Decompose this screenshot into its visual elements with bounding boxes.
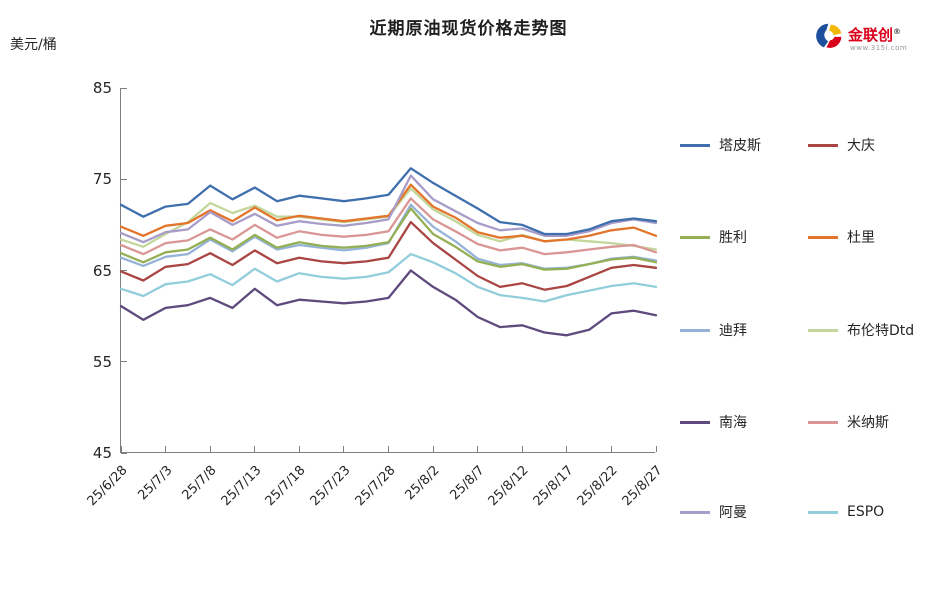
jlc-logo-text: 金联创® — [848, 26, 902, 44]
x-tick-label: 25/8/2 — [402, 463, 443, 504]
legend-item-布伦特Dtd: 布伦特Dtd — [808, 320, 914, 340]
x-tick — [610, 446, 612, 452]
y-tick-label: 75 — [92, 170, 112, 189]
y-tick-label: 65 — [92, 261, 112, 280]
jlc-logo-url: www.315i.com — [850, 44, 908, 52]
plot-area — [119, 87, 658, 454]
legend-swatch — [680, 143, 710, 147]
x-tick — [120, 446, 122, 452]
series-line-ESPO — [119, 252, 658, 303]
legend-label: 杜里 — [847, 230, 875, 246]
x-tick-label: 25/7/18 — [262, 463, 309, 510]
legend-label: 米纳斯 — [847, 415, 889, 431]
legend-item-胜利: 胜利 — [680, 227, 747, 247]
x-tick — [521, 446, 523, 452]
y-tick-label: 45 — [92, 444, 112, 462]
x-tick — [254, 446, 256, 452]
y-tick-label: 85 — [92, 79, 112, 97]
legend-label: 布伦特Dtd — [847, 323, 915, 339]
series-line-大庆 — [119, 220, 658, 291]
x-tick — [566, 446, 568, 452]
legend-item-迪拜: 迪拜 — [680, 320, 747, 340]
legend-swatch — [680, 235, 710, 239]
legend-swatch — [808, 420, 838, 424]
x-tick-label: 25/6/28 — [84, 463, 131, 510]
series-line-阿曼 — [119, 174, 658, 244]
jlc-logo-icon — [816, 23, 842, 48]
jlc-logo: 金联创® www.315i.com — [816, 20, 931, 58]
series-line-胜利 — [119, 207, 658, 271]
legend-swatch — [808, 143, 838, 147]
chart-title: 近期原油现货价格走势图 — [369, 19, 568, 39]
legend-swatch — [808, 328, 838, 332]
y-tick-label: 55 — [92, 352, 112, 371]
x-tick — [477, 446, 479, 452]
x-tick — [343, 446, 345, 452]
x-tick — [165, 446, 167, 452]
legend-label: 大庆 — [847, 138, 875, 154]
series-line-塔皮斯 — [119, 167, 658, 236]
legend-swatch — [680, 420, 710, 424]
y-tick — [121, 361, 127, 363]
y-tick — [121, 270, 127, 271]
legend-label: 阿曼 — [719, 505, 747, 521]
series-line-米纳斯 — [119, 197, 658, 256]
y-tick — [121, 178, 127, 180]
x-tick — [432, 446, 434, 452]
legend-swatch — [808, 510, 838, 514]
series-line-南海 — [119, 269, 658, 337]
x-tick — [655, 446, 657, 452]
legend-label: 迪拜 — [719, 323, 747, 339]
legend-item-塔皮斯: 塔皮斯 — [680, 135, 761, 155]
x-tick — [209, 446, 211, 452]
legend-item-杜里: 杜里 — [808, 227, 875, 247]
legend-label: 胜利 — [719, 230, 747, 246]
y-tick — [121, 452, 127, 454]
x-tick-label: 25/8/12 — [485, 463, 532, 510]
registered-mark: ® — [893, 27, 902, 36]
legend-swatch — [680, 328, 710, 332]
legend-item-米纳斯: 米纳斯 — [808, 412, 889, 432]
y-axis-unit-label: 美元/桶 — [10, 37, 57, 53]
y-tick — [121, 87, 127, 89]
legend-swatch — [808, 235, 838, 239]
legend-item-阿曼: 阿曼 — [680, 502, 747, 522]
legend-label: 塔皮斯 — [719, 138, 761, 154]
x-tick — [298, 446, 300, 452]
x-tick-label: 25/7/8 — [179, 463, 220, 504]
legend-item-ESPO: ESPO — [808, 502, 884, 522]
series-line-杜里 — [119, 183, 658, 243]
legend-item-南海: 南海 — [680, 412, 747, 432]
legend-item-大庆: 大庆 — [808, 135, 875, 155]
legend-label: 南海 — [719, 415, 747, 431]
legend-label: ESPO — [847, 504, 885, 520]
line-series-layer — [119, 167, 658, 337]
x-tick — [388, 446, 389, 452]
legend-swatch — [680, 510, 710, 514]
